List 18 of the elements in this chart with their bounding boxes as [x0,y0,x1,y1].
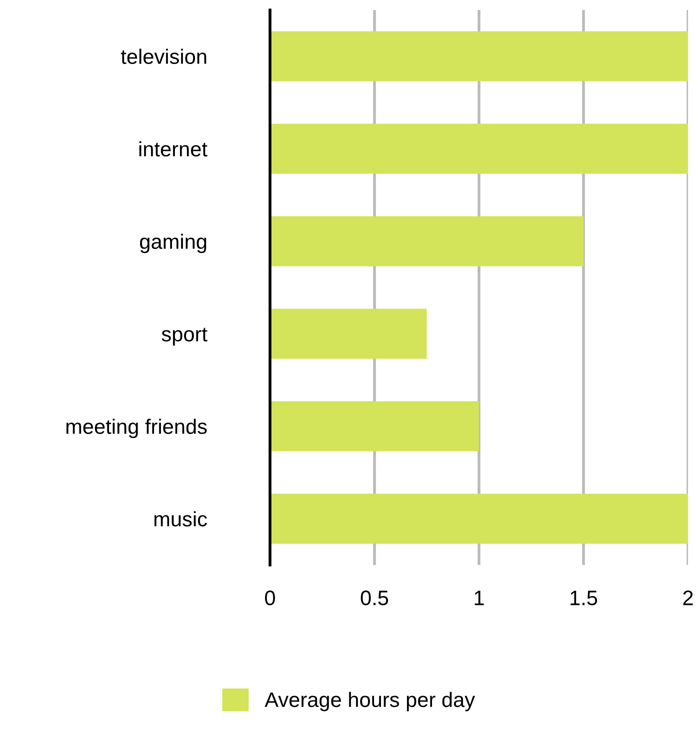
bar [270,308,427,359]
y-tick-label: meeting friends [66,418,207,438]
legend-label: Average hours per day [264,692,476,712]
y-tick-label: gaming [140,234,206,254]
bar [270,401,479,452]
bar [270,124,688,174]
bar [270,494,688,544]
y-tick-label: sport [162,328,208,346]
x-tick-label: 1.5 [570,590,598,606]
y-tick-label: television [120,48,206,64]
y-tick-label: music [154,511,207,527]
x-tick-label: 0 [265,590,275,606]
x-tick-label: 2 [683,590,693,606]
x-tick-label: 1 [474,590,484,606]
bar [270,216,584,266]
x-tick-label: 0.5 [360,590,388,606]
bar [270,31,688,82]
y-tick-label: internet [139,141,208,157]
